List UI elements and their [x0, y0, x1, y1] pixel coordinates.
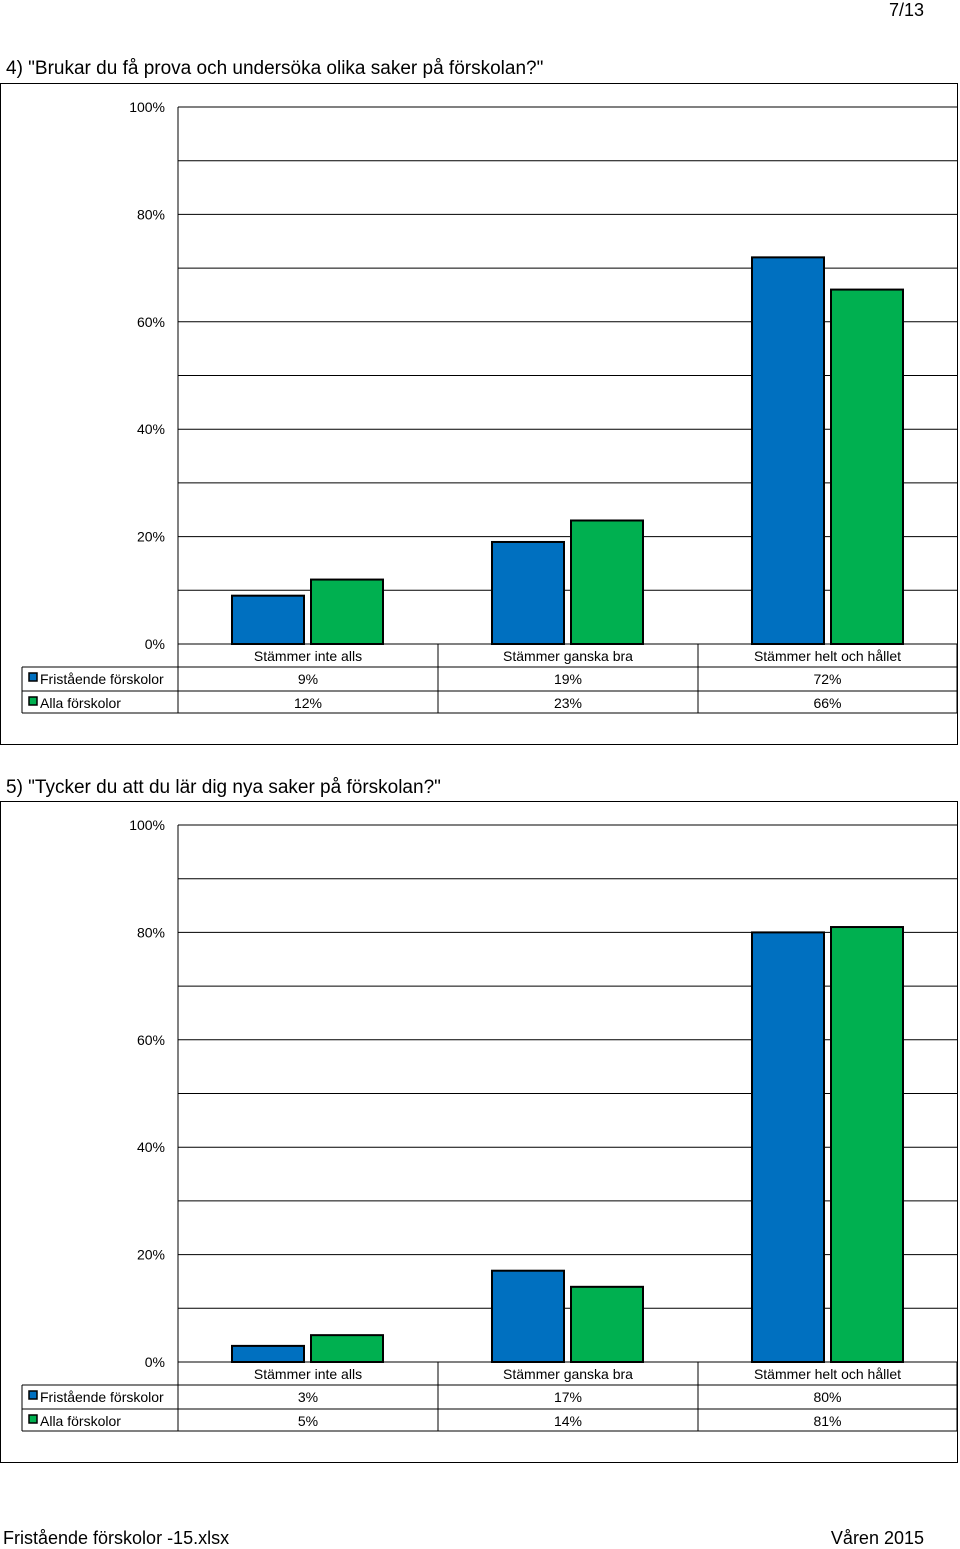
chart-4-bar-fristendefrskolor-2 — [751, 256, 825, 646]
chart-5-y-tick-label: 0% — [145, 1354, 165, 1370]
chart-4-bar-fristendefrskolor-1 — [491, 540, 565, 645]
chart-4-y-tick-label: 60% — [137, 314, 165, 330]
chart-4-data-label: 9% — [298, 671, 318, 687]
chart-5-category-label: Stämmer ganska bra — [503, 1366, 633, 1382]
chart-5-legend-label: Alla förskolor — [40, 1413, 121, 1429]
chart-5-data-label: 80% — [813, 1389, 841, 1405]
chart-5-y-tick-label: 40% — [137, 1139, 165, 1155]
chart-4-legend-swatch — [28, 696, 38, 706]
chart-5-data-label: 17% — [554, 1389, 582, 1405]
chart-4-y-tick-label: 40% — [137, 421, 165, 437]
chart-5-y-tick-label: 20% — [137, 1247, 165, 1263]
chart-5-data-label: 5% — [298, 1413, 318, 1429]
chart-5-bar-allafrskolor-0 — [310, 1334, 384, 1364]
chart-5-legend-label: Fristående förskolor — [40, 1389, 164, 1405]
chart-4-y-tick-label: 20% — [137, 529, 165, 545]
chart-4-data-label: 19% — [554, 671, 582, 687]
chart-5-category-label: Stämmer inte alls — [254, 1366, 362, 1382]
chart-4-y-tick-label: 100% — [129, 99, 165, 115]
chart-5-y-tick-label: 100% — [129, 817, 165, 833]
chart-4-bar-allafrskolor-2 — [830, 288, 904, 646]
chart-5-data-label: 81% — [813, 1413, 841, 1429]
chart-4-legend-label: Alla förskolor — [40, 695, 121, 711]
chart-4-data-label: 12% — [294, 695, 322, 711]
chart-5-bar-fristendefrskolor-2 — [751, 931, 825, 1363]
chart-5-bar-fristendefrskolor-0 — [231, 1344, 305, 1364]
chart-5-svg: 0% 20% 40% 60% 80% 100% Stämmer inte alls Stämm… — [0, 801, 958, 1463]
chart-5-bar-fristendefrskolor-1 — [491, 1269, 565, 1363]
chart-5-legend-swatch — [28, 1390, 38, 1400]
chart-4-category-label: Stämmer inte alls — [254, 648, 362, 664]
chart-4-legend-swatch — [28, 672, 38, 682]
chart-4-y-tick-label: 0% — [145, 636, 165, 652]
chart-5-data-label: 14% — [554, 1413, 582, 1429]
chart-4-category-label: Stämmer ganska bra — [503, 648, 633, 664]
chart-5-bar-allafrskolor-2 — [830, 926, 904, 1363]
chart-4-title: 4) "Brukar du få prova och undersöka oli… — [6, 58, 544, 79]
chart-4-data-label: 23% — [554, 695, 582, 711]
footer-filename: Fristående förskolor -15.xlsx — [3, 1528, 230, 1548]
chart-4-data-label: 72% — [813, 671, 841, 687]
chart-4-bar-allafrskolor-0 — [310, 578, 384, 645]
footer-period: Våren 2015 — [830, 1528, 924, 1548]
chart-5-title: 5) "Tycker du att du lär dig nya saker p… — [6, 777, 441, 798]
chart-5: 0% 20% 40% 60% 80% 100% Stämmer inte alls Stämm… — [0, 801, 958, 1463]
chart-4-bar-fristendefrskolor-0 — [231, 594, 305, 645]
chart-5-y-tick-label: 60% — [137, 1032, 165, 1048]
chart-5-y-tick-label: 80% — [137, 924, 165, 940]
chart-4-data-label: 66% — [813, 695, 841, 711]
chart-5-category-label: Stämmer helt och hållet — [754, 1366, 901, 1382]
chart-4-y-tick-label: 80% — [137, 206, 165, 222]
chart-4-svg: 0% 20% 40% 60% 80% 100% Stämmer inte alls Stämm… — [0, 83, 958, 745]
chart-4-legend-label: Fristående förskolor — [40, 671, 164, 687]
chart-5-data-label: 3% — [298, 1389, 318, 1405]
chart-4-category-label: Stämmer helt och hållet — [754, 648, 901, 664]
chart-5-bar-allafrskolor-1 — [570, 1285, 644, 1364]
page-number: 7/13 — [888, 0, 924, 20]
chart-4: 0% 20% 40% 60% 80% 100% Stämmer inte alls Stämm… — [0, 83, 958, 745]
chart-5-legend-swatch — [28, 1414, 38, 1424]
chart-4-bar-allafrskolor-1 — [570, 519, 644, 645]
